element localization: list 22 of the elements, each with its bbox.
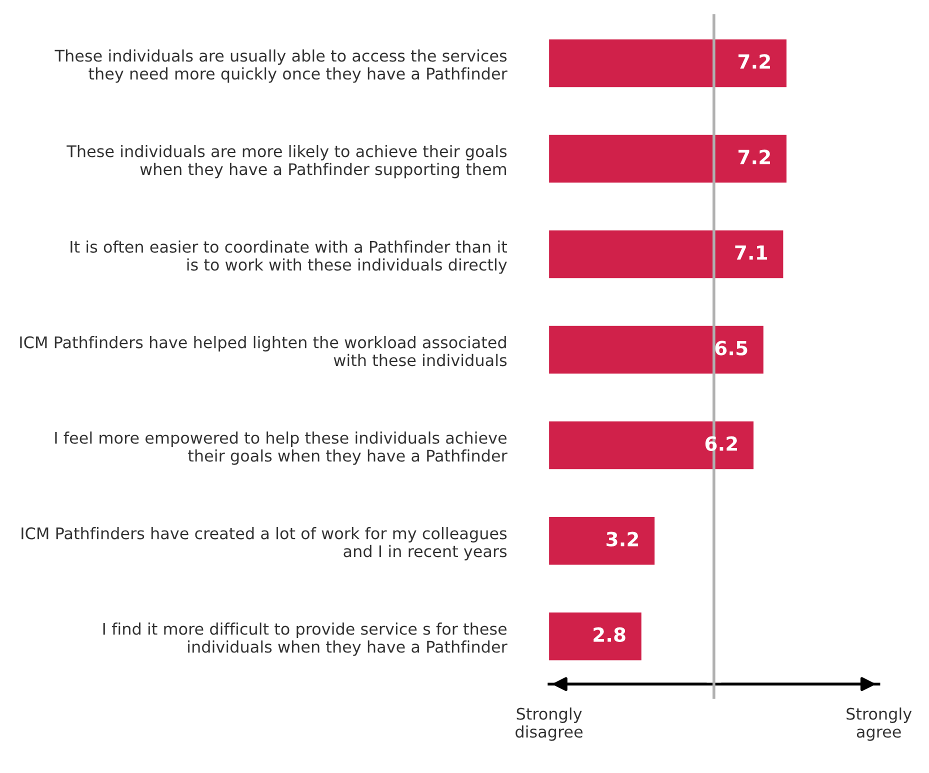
y-tick-label: It is often easier to coordinate with a Pathfinder than it is to work with these individuals directly: [70, 240, 508, 274]
y-tick-label: These individuals are more likely to achieve their goals when they have a Pathfinder supporting them: [66, 144, 507, 178]
data-label: 6.5: [715, 340, 748, 356]
data-label: 3.2: [606, 532, 638, 546]
bar: [549, 516, 655, 565]
text: Strongly disagree: [516, 708, 583, 741]
y-tick-label: I find it more difficult to provide service s for these individuals when they have a Pathfinder: [103, 622, 508, 656]
y-tick-label: ICM Pathfinders have helped lighten the workload associated with these individuals: [20, 336, 507, 366]
bar: [549, 612, 642, 660]
data-label: 7.2: [738, 54, 770, 69]
text: Strongly agree: [846, 708, 912, 741]
bar: [549, 326, 764, 374]
data-label: 2.8: [594, 627, 626, 642]
data-label: 7.1: [735, 245, 768, 260]
y-tick-label: These individuals are usually able to access the services they need more quickly once they have a Pathfinder: [54, 49, 508, 83]
y-tick-label: ICM Pathfinders have created a lot of work for my colleagues and I in recent years: [22, 527, 507, 560]
y-tick-label: I feel more empowered to help these individuals achieve their goals when they have a Pathfinder: [55, 432, 508, 465]
bar: [549, 421, 754, 470]
bar: [549, 230, 784, 278]
data-label: 7.2: [738, 150, 770, 164]
bar: [549, 39, 786, 88]
bar: [549, 134, 786, 183]
